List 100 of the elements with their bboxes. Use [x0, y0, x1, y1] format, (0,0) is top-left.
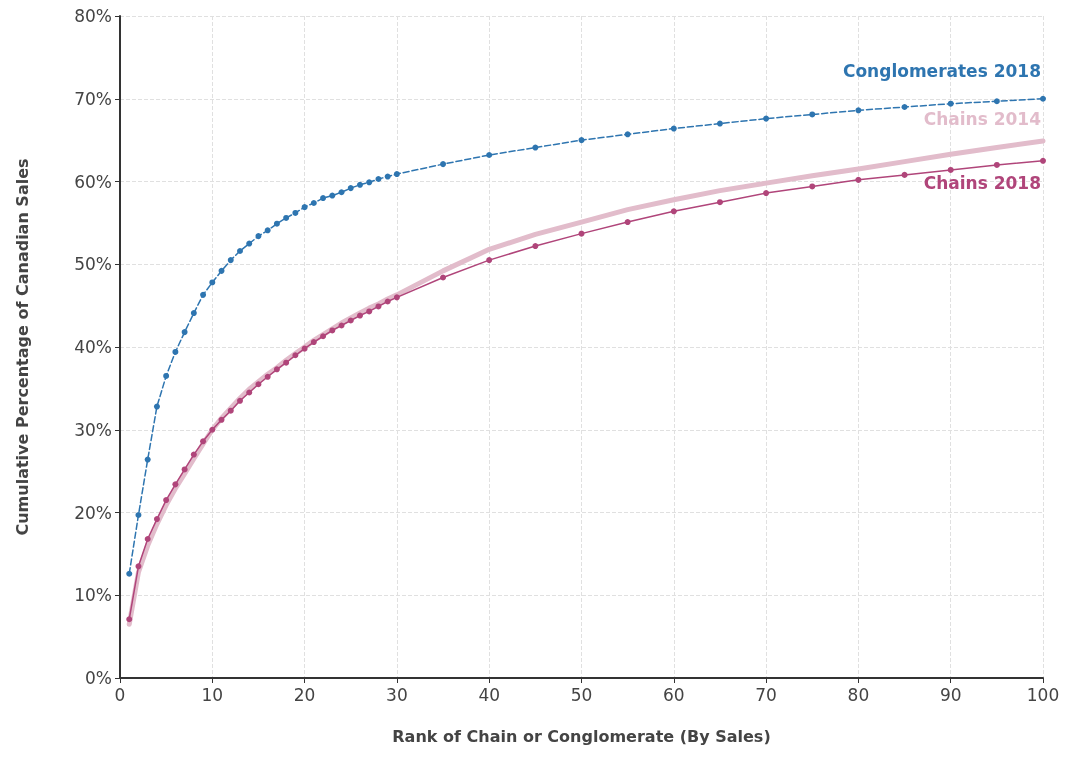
point [273, 366, 280, 373]
point [310, 200, 317, 207]
x-tick-label: 60 [662, 684, 685, 705]
x-tick-label: 70 [755, 684, 777, 705]
point [153, 516, 160, 523]
point [366, 308, 373, 315]
point [532, 243, 539, 250]
point [809, 111, 816, 118]
point [246, 389, 253, 396]
point [356, 312, 363, 319]
point [200, 438, 207, 445]
point [993, 161, 1000, 168]
y-tick-label: 50% [74, 254, 112, 275]
point [320, 333, 327, 340]
point [338, 322, 345, 329]
y-tick-label: 30% [74, 419, 112, 440]
point [320, 195, 327, 202]
point [901, 104, 908, 111]
x-tick-label: 20 [293, 684, 316, 705]
point [163, 372, 170, 379]
y-axis-title: Cumulative Percentage of Canadian Sales [12, 158, 32, 536]
point [716, 120, 723, 127]
point [901, 171, 908, 178]
point [356, 181, 363, 188]
x-tick-label: 30 [386, 684, 408, 705]
point [624, 131, 631, 138]
point [993, 98, 1000, 105]
x-tick-label: 10 [201, 684, 224, 705]
point [153, 403, 160, 410]
y-tick-label: 80% [74, 6, 112, 26]
point [181, 466, 188, 473]
point [440, 161, 447, 168]
x-axis-title: Rank of Chain or Conglomerate (By Sales) [392, 726, 771, 746]
point [393, 171, 400, 178]
y-tick-label: 0% [85, 668, 112, 688]
point [292, 209, 299, 216]
point [578, 137, 585, 144]
point [264, 227, 271, 234]
point [227, 257, 234, 264]
point [237, 397, 243, 404]
point [624, 219, 631, 226]
point [292, 352, 299, 359]
point [172, 348, 179, 355]
point [310, 339, 317, 346]
point [126, 616, 133, 623]
point [218, 416, 225, 423]
point [855, 176, 862, 183]
y-tick-label: 10% [74, 585, 112, 606]
point [255, 381, 262, 388]
point [237, 248, 243, 255]
point [809, 183, 816, 190]
point [338, 189, 345, 196]
point [670, 125, 677, 132]
point [209, 426, 216, 433]
x-tick-label: 50 [570, 684, 593, 705]
point [670, 208, 677, 215]
point [1040, 95, 1046, 102]
y-tick-label: 70% [74, 88, 112, 109]
point [301, 345, 308, 352]
point [200, 291, 207, 298]
y-tick-label: 20% [74, 502, 112, 523]
point [486, 152, 493, 159]
point [301, 204, 308, 211]
point [144, 535, 151, 542]
point [218, 267, 225, 274]
point [855, 107, 862, 114]
point [716, 199, 723, 206]
point [181, 329, 188, 336]
x-tick-label: 0 [114, 684, 126, 705]
point [1040, 157, 1046, 164]
series-label: Chains 2018 [923, 172, 1041, 193]
point [163, 497, 170, 504]
point [126, 570, 133, 577]
point [763, 190, 770, 197]
x-tick-label: 40 [478, 684, 501, 705]
y-tick-label: 40% [74, 337, 112, 357]
point [264, 373, 271, 380]
point [190, 310, 197, 317]
point [763, 115, 770, 122]
x-tick-label: 90 [939, 684, 962, 705]
point [347, 185, 354, 192]
point [283, 214, 290, 221]
point [273, 220, 280, 227]
series-label: Chains 2014 [923, 108, 1042, 129]
point [283, 359, 290, 366]
point [246, 240, 253, 247]
point [486, 257, 493, 264]
point [947, 166, 954, 173]
x-tick-label: 80 [847, 684, 870, 705]
point [135, 563, 142, 570]
point [440, 274, 447, 281]
point [366, 179, 373, 186]
point [190, 451, 197, 458]
x-tick-label: 100 [1026, 684, 1060, 705]
series-label: Conglomerates 2018 [842, 60, 1041, 81]
y-tick-label: 60% [74, 171, 112, 192]
point [375, 176, 382, 183]
point [532, 144, 539, 151]
point [172, 481, 179, 488]
point [393, 294, 400, 301]
